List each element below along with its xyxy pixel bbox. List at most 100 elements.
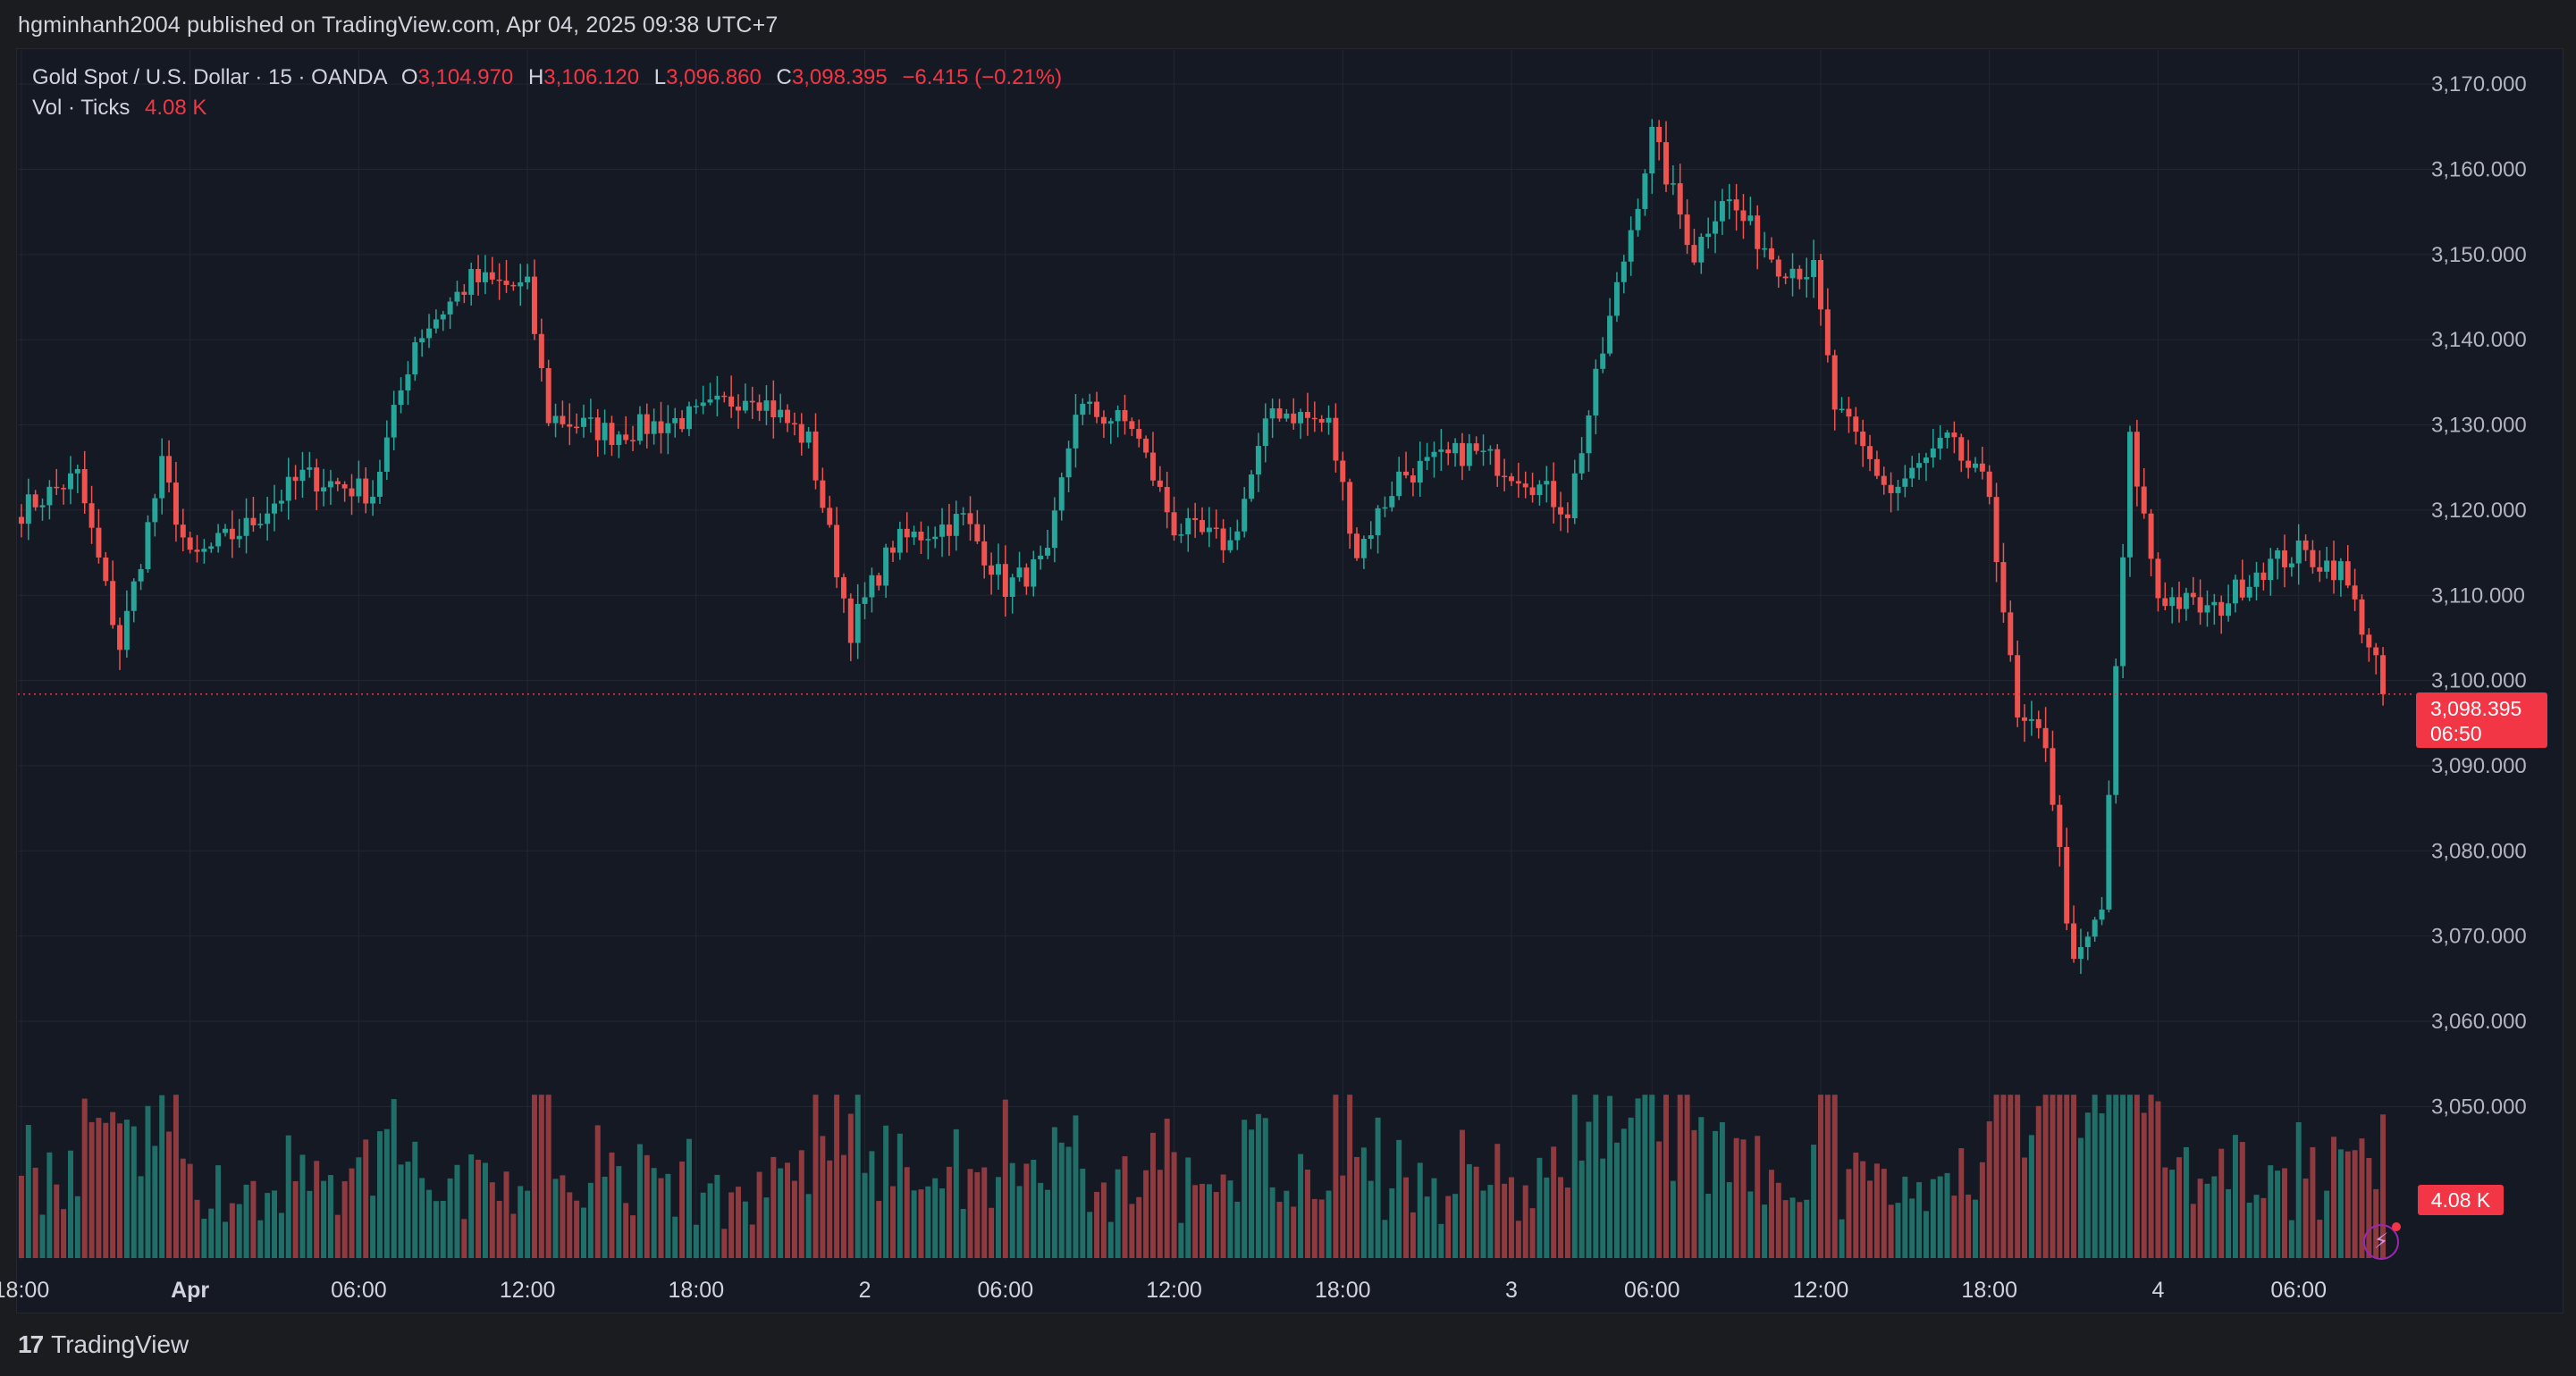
y-tick-label: 3,160.000 xyxy=(2431,157,2527,181)
volume-bar xyxy=(1951,1196,1957,1258)
candle-body xyxy=(1009,577,1015,597)
candle-body xyxy=(630,440,636,441)
candle-body xyxy=(327,481,333,488)
candle-body xyxy=(989,565,995,575)
x-tick-label: 18:00 xyxy=(669,1278,725,1303)
volume-bar xyxy=(1038,1182,1044,1258)
y-tick-label: 3,150.000 xyxy=(2431,243,2527,267)
candle-body xyxy=(981,541,988,566)
candle-body xyxy=(1551,481,1557,508)
candle-body xyxy=(1115,409,1121,422)
candle-body xyxy=(1431,451,1437,457)
volume-bar xyxy=(1080,1168,1086,1258)
volume-bar xyxy=(489,1182,495,1258)
candle-body xyxy=(545,367,551,424)
legend-symbol[interactable]: Gold Spot / U.S. Dollar · 15 · OANDA xyxy=(32,65,387,89)
volume-bar xyxy=(756,1171,762,1258)
candle-body xyxy=(1860,432,1866,447)
candle-body xyxy=(341,484,348,489)
candle-body xyxy=(2099,909,2105,920)
candle-body xyxy=(1360,539,1367,558)
volume-bar xyxy=(278,1212,284,1258)
candle-body xyxy=(1782,276,1789,279)
candle-body xyxy=(1220,528,1226,550)
candle-body xyxy=(2057,804,2063,847)
candle-body xyxy=(54,486,60,489)
volume-bar xyxy=(1466,1163,1472,1258)
volume-bar xyxy=(159,1095,165,1258)
volume-bar xyxy=(552,1179,559,1258)
y-tick-label: 3,110.000 xyxy=(2431,583,2525,608)
volume-bar xyxy=(1902,1176,1908,1258)
volume-bar xyxy=(1255,1113,1261,1258)
x-tick-label: 18:00 xyxy=(0,1278,49,1303)
candle-body xyxy=(827,508,833,525)
volume-bar xyxy=(2331,1137,2337,1258)
candle-body xyxy=(1853,416,1859,432)
candle-body xyxy=(1593,368,1599,415)
candle-body xyxy=(1993,497,1999,563)
candle-body xyxy=(1536,484,1543,496)
candle-body xyxy=(763,400,770,411)
volume-bar xyxy=(2169,1170,2176,1258)
candle-body xyxy=(974,524,981,541)
candle-body xyxy=(173,482,179,525)
footer-brand[interactable]: TradingView xyxy=(51,1330,189,1358)
candle-body xyxy=(74,468,80,474)
volume-bar xyxy=(1220,1174,1226,1258)
volume-bar xyxy=(1895,1203,1901,1258)
volume-bar xyxy=(1628,1117,1634,1258)
last-price-badge: 3,098.395 06:50 xyxy=(2416,692,2547,748)
volume-bar xyxy=(2176,1157,2183,1258)
candle-body xyxy=(1424,457,1430,461)
volume-bar xyxy=(1347,1095,1353,1258)
volume-bar xyxy=(1396,1139,1402,1258)
volume-bar xyxy=(334,1214,341,1258)
volume-bar xyxy=(1157,1170,1163,1258)
candle-body xyxy=(1930,448,1936,458)
volume-bar xyxy=(2092,1095,2098,1258)
candle-body xyxy=(440,314,446,320)
volume-bar xyxy=(496,1201,502,1258)
volume-bar xyxy=(2204,1183,2210,1258)
candle-body xyxy=(939,524,946,537)
candle-body xyxy=(1804,277,1810,280)
volume-bar xyxy=(2106,1095,2112,1258)
candle-body xyxy=(1234,531,1241,541)
candle-body xyxy=(2092,919,2098,937)
volume-bar xyxy=(292,1180,299,1258)
volume-bar xyxy=(665,1173,671,1258)
legend-volume-label[interactable]: Vol · Ticks xyxy=(32,96,130,120)
volume-bar xyxy=(2226,1188,2232,1258)
volume-bar xyxy=(770,1156,777,1258)
volume-bar xyxy=(545,1095,551,1258)
lightning-icon[interactable]: ⚡ xyxy=(2363,1222,2401,1260)
candle-body xyxy=(967,513,973,524)
candle-body xyxy=(2197,597,2203,613)
candle-body xyxy=(2204,605,2210,613)
volume-bar xyxy=(736,1187,741,1258)
candle-body xyxy=(2302,540,2309,550)
volume-badge: 4.08 K xyxy=(2418,1185,2504,1215)
candle-body xyxy=(2295,540,2302,564)
candle-body xyxy=(2113,666,2119,795)
candle-body xyxy=(1249,474,1255,499)
candle-body xyxy=(2141,486,2147,514)
volume-bar xyxy=(1782,1200,1789,1258)
volume-bar xyxy=(1551,1146,1557,1258)
volume-bar xyxy=(1593,1095,1599,1258)
volume-bar xyxy=(1410,1212,1416,1258)
volume-bar xyxy=(1002,1099,1008,1258)
notification-dot xyxy=(2392,1222,2401,1231)
candle-body xyxy=(854,603,861,643)
candle-body xyxy=(2246,586,2252,598)
tradingview-logo-icon[interactable]: 17 xyxy=(18,1330,44,1358)
candle-body xyxy=(496,279,502,281)
candle-body xyxy=(321,487,327,492)
candle-body xyxy=(1747,215,1754,222)
volume-bar xyxy=(2337,1149,2344,1258)
volume-bar xyxy=(447,1178,453,1258)
volume-bar xyxy=(2239,1142,2245,1258)
x-tick-label: 12:00 xyxy=(1793,1278,1849,1303)
